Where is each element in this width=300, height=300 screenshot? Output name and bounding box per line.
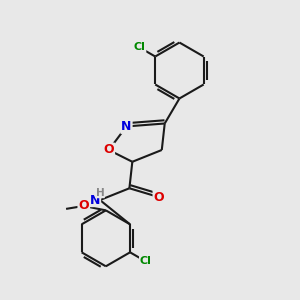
Text: N: N bbox=[121, 120, 132, 133]
Text: O: O bbox=[154, 190, 164, 204]
Text: N: N bbox=[90, 194, 100, 207]
Text: Cl: Cl bbox=[140, 256, 152, 266]
Text: O: O bbox=[78, 200, 89, 212]
Text: O: O bbox=[103, 143, 114, 157]
Text: Cl: Cl bbox=[134, 42, 146, 52]
Text: H: H bbox=[96, 188, 104, 198]
